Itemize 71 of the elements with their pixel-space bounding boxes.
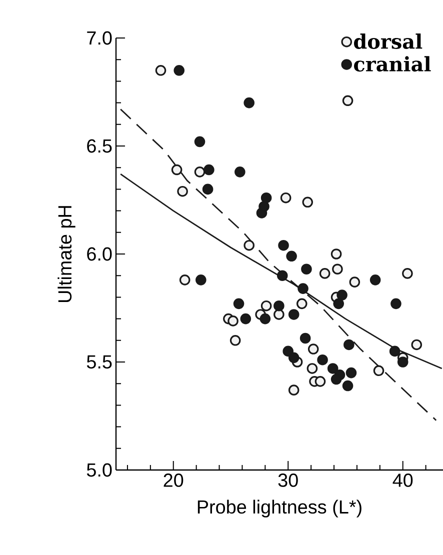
point: [174, 64, 185, 76]
point: [346, 367, 357, 378]
point: [233, 298, 244, 310]
point: [302, 196, 314, 208]
point: [288, 309, 300, 320]
point: [278, 240, 289, 251]
point: [260, 192, 272, 204]
point: [240, 313, 252, 324]
point: [288, 384, 300, 396]
point: [244, 97, 254, 108]
point: [288, 352, 300, 364]
point: [298, 283, 308, 294]
point: [194, 166, 206, 178]
point: [276, 270, 288, 281]
y-axis-title: Ultimate pH: [58, 206, 76, 302]
point: [155, 64, 166, 76]
x-axis-title: Probe lightness (L*): [198, 500, 362, 518]
point: [373, 365, 384, 376]
point: [230, 334, 241, 346]
point: [349, 276, 360, 288]
point: [402, 268, 413, 279]
x-tick-label: 30: [278, 474, 298, 487]
point: [308, 344, 319, 354]
point: [296, 298, 308, 310]
point: [317, 354, 328, 366]
point: [260, 300, 272, 312]
y-tick-label: 5.5: [86, 355, 112, 369]
legend-label: cranial: [354, 56, 431, 72]
y-tick-label: 6.5: [87, 139, 112, 153]
point: [204, 164, 214, 176]
point: [196, 274, 206, 286]
point: [300, 332, 311, 344]
point: [282, 346, 294, 357]
point: [390, 298, 402, 310]
point: [306, 363, 318, 374]
point: [319, 268, 330, 279]
point: [280, 192, 292, 204]
point: [194, 136, 206, 148]
point: [171, 164, 182, 176]
point: [330, 374, 342, 385]
point: [336, 290, 348, 300]
point: [177, 186, 188, 197]
point: [370, 274, 381, 286]
point: [301, 264, 312, 275]
point: [333, 298, 344, 310]
point: [342, 380, 354, 392]
point: [332, 264, 343, 275]
point: [179, 274, 190, 286]
point: [411, 339, 422, 350]
point: [244, 240, 254, 251]
point: [274, 309, 284, 320]
point: [202, 184, 214, 195]
y-tick-label: 6.0: [87, 247, 112, 261]
point: [330, 248, 342, 260]
point: [327, 363, 338, 374]
y-tick-label: 7.0: [87, 31, 112, 45]
legend-label: dorsal: [354, 34, 422, 49]
x-tick-label: 20: [164, 474, 184, 487]
point: [274, 300, 284, 312]
point: [286, 250, 297, 262]
point: [342, 95, 354, 106]
point: [397, 356, 408, 368]
point: [344, 339, 354, 350]
point: [314, 376, 326, 387]
x-tick-label: 40: [392, 474, 413, 487]
point: [258, 201, 270, 212]
point: [389, 346, 400, 357]
y-tick-label: 5.0: [86, 463, 112, 477]
point: [260, 313, 271, 324]
point: [228, 316, 238, 326]
point: [234, 166, 246, 178]
